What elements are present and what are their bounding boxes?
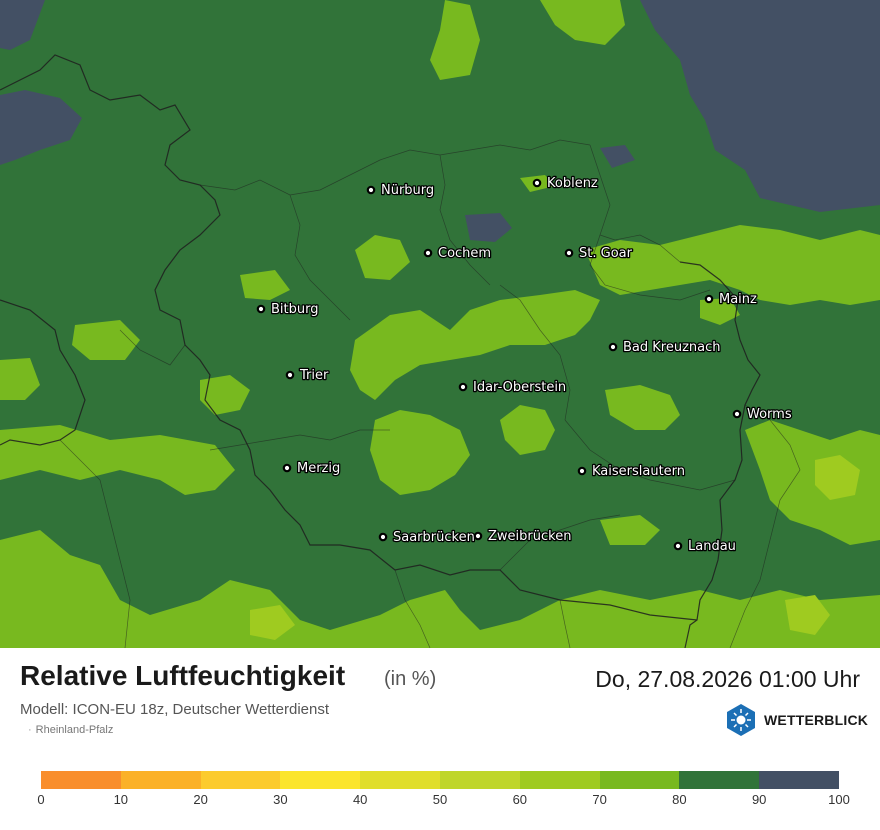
legend-swatch: [599, 771, 680, 789]
city-dot: [732, 409, 742, 419]
legend-swatch: [120, 771, 201, 789]
city-label: Koblenz: [547, 176, 598, 191]
city-marker: Cochem: [423, 245, 492, 262]
city-marker: St. Goar: [564, 245, 634, 262]
city-label: Mainz: [719, 292, 757, 307]
city-marker: Bad Kreuznach: [608, 339, 722, 356]
city-label: Cochem: [438, 246, 491, 261]
city-dot: [564, 248, 574, 258]
city-marker: Landau: [673, 538, 737, 555]
city-label: Nürburg: [381, 183, 434, 198]
legend-tick-label: 30: [273, 792, 288, 807]
city-marker: Zweibrücken: [473, 528, 573, 545]
humidity-band-90-100: [0, 0, 880, 242]
legend-swatch: [360, 771, 440, 789]
city-marker: Kaiserslautern: [577, 463, 686, 480]
city-dot: [378, 532, 388, 542]
city-marker: Trier: [285, 367, 330, 384]
unit-label: (in %): [384, 668, 437, 690]
city-label: Bitburg: [271, 302, 319, 317]
legend-swatch: [759, 771, 839, 789]
humidity-band-60-70: [250, 455, 860, 640]
city-dot: [423, 248, 433, 258]
legend-tick-label: 90: [751, 792, 767, 807]
map-title: Relative Luftfeuchtigkeit: [20, 660, 346, 691]
city-label: Saarbrücken: [393, 530, 475, 545]
bullet-icon: ·: [28, 724, 32, 736]
humidity-band-70-80: [0, 0, 880, 648]
city-label: Idar-Oberstein: [473, 380, 566, 395]
city-marker: Worms: [732, 406, 793, 423]
sun-cloud-icon: [727, 704, 755, 736]
city-label: Bad Kreuznach: [623, 340, 721, 355]
wetterblick-logo[interactable]: WETTERBLICK: [724, 704, 868, 736]
legend-tick-label: 100: [828, 792, 850, 807]
humidity-map[interactable]: Nürburg Koblenz Cochem St. Goar Mainz Bitburg…: [0, 0, 880, 648]
legend-swatch: [41, 771, 121, 789]
city-dot: [532, 178, 542, 188]
city-dot: [366, 185, 376, 195]
legend-swatch: [439, 771, 520, 789]
city-dot: [282, 463, 292, 473]
legend-swatch: [200, 771, 281, 789]
city-marker: Idar-Oberstein: [458, 379, 567, 396]
forecast-datetime: Do, 27.08.2026 01:00 Uhr: [595, 666, 860, 692]
legend-tick-label: 0: [37, 792, 45, 807]
legend-swatch: [280, 771, 361, 789]
logo-text: WETTERBLICK: [764, 712, 869, 728]
city-markers: Nürburg Koblenz Cochem St. Goar Mainz Bitburg…: [256, 175, 793, 555]
legend-swatch: [519, 771, 600, 789]
city-marker: Nürburg: [366, 182, 435, 199]
model-info: Modell: ICON-EU 18z, Deutscher Wetterdie…: [20, 701, 330, 718]
legend-colorbar: [41, 771, 839, 789]
district-borders: [59, 139, 801, 648]
legend-tick-label: 80: [672, 792, 687, 807]
legend-tick-label: 20: [193, 792, 208, 807]
region-text: Rheinland-Pfalz: [35, 724, 114, 736]
city-label: Zweibrücken: [488, 529, 571, 544]
city-dot: [608, 342, 618, 352]
city-marker: Mainz: [704, 291, 758, 308]
legend-tick-label: 60: [512, 792, 528, 807]
city-dot: [473, 531, 483, 541]
city-dot: [704, 294, 714, 304]
city-label: Landau: [688, 539, 736, 554]
legend-tick-label: 70: [592, 792, 607, 807]
city-marker: Merzig: [282, 460, 342, 477]
city-dot: [577, 466, 587, 476]
city-marker: Koblenz: [532, 175, 599, 192]
city-label: St. Goar: [579, 246, 633, 261]
city-label: Merzig: [297, 461, 340, 476]
map-footer: Relative Luftfeuchtigkeit (in %) Do, 27.…: [0, 648, 880, 830]
city-label: Trier: [299, 368, 329, 383]
city-dot: [673, 541, 683, 551]
legend-swatch: [679, 771, 760, 789]
city-dot: [458, 382, 468, 392]
legend-tick-label: 10: [113, 792, 129, 807]
legend-tick-label: 50: [432, 792, 448, 807]
city-dot: [285, 370, 295, 380]
city-dot: [256, 304, 266, 314]
region-label: · Rheinland-Pfalz: [28, 724, 113, 736]
city-label: Worms: [747, 407, 792, 422]
city-marker: Bitburg: [256, 301, 320, 318]
legend-ticks: 0 10 20 30 40 50 60 70 80 90 100: [37, 792, 849, 810]
legend-tick-label: 40: [352, 792, 368, 807]
city-label: Kaiserslautern: [592, 464, 685, 479]
city-marker: Saarbrücken: [378, 529, 476, 546]
